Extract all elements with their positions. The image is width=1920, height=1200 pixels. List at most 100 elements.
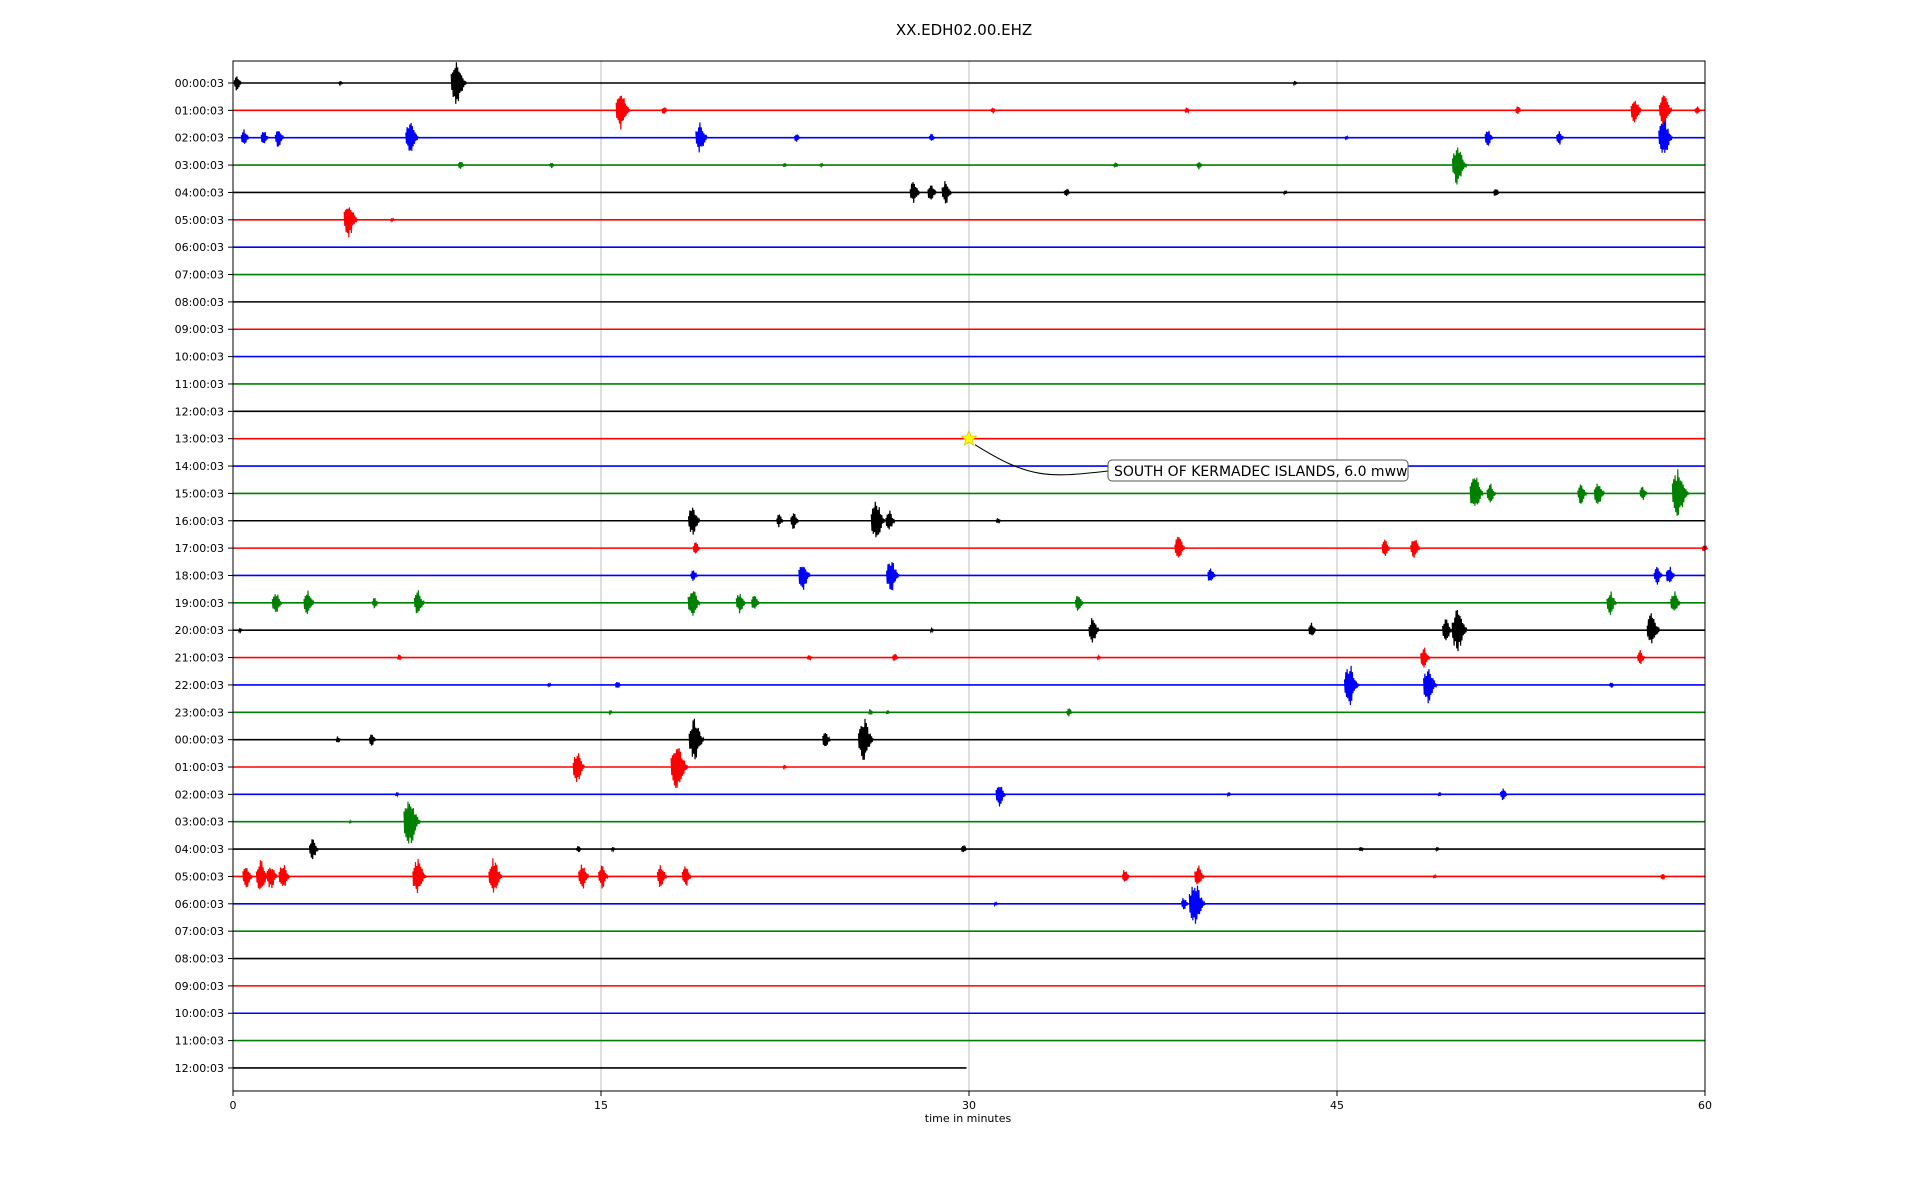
hour-label: 08:00:03 [175, 953, 224, 966]
seismic-burst [782, 162, 788, 168]
seismic-burst [396, 654, 403, 661]
seismic-burst [1658, 121, 1674, 153]
seismic-burst [405, 122, 419, 151]
seismic-burst [1174, 537, 1186, 558]
seismic-burst [1653, 566, 1664, 585]
hour-label: 19:00:03 [175, 597, 224, 610]
seismic-burst [1593, 483, 1606, 504]
hour-label: 09:00:03 [175, 323, 224, 336]
seismic-burst [1381, 539, 1391, 557]
seismic-burst [822, 733, 832, 747]
annotation-label: SOUTH OF KERMADEC ISLANDS, 6.0 mww [1114, 464, 1407, 480]
seismic-burst [909, 182, 921, 203]
seismic-burst [457, 161, 465, 169]
seismic-burst [1451, 147, 1468, 185]
seismic-burst [303, 590, 315, 615]
seismic-burst [614, 682, 622, 688]
seismic-burst [371, 597, 379, 609]
seismic-burst [1434, 846, 1440, 853]
x-axis-label: time in minutes [925, 1112, 1012, 1125]
hour-label: 02:00:03 [175, 132, 224, 145]
seismic-burst [819, 162, 825, 169]
seismic-burst [927, 185, 937, 200]
annotation-connector [974, 444, 1109, 476]
seismic-burst [1671, 469, 1690, 516]
seismic-burst [1451, 609, 1468, 652]
seismic-burst [1556, 131, 1565, 145]
seismic-burst [348, 819, 353, 824]
seismic-burst [1088, 618, 1100, 643]
x-tick-label: 45 [1330, 1099, 1344, 1112]
seismic-burst [735, 593, 746, 614]
hour-label: 12:00:03 [175, 405, 224, 418]
seismic-burst [255, 860, 269, 890]
seismic-burst [1292, 80, 1298, 87]
seismic-burst [233, 76, 243, 91]
seismic-burst [1694, 106, 1701, 114]
seismic-burst [1665, 566, 1676, 583]
seismic-burst [870, 501, 886, 538]
hour-label: 00:00:03 [175, 734, 224, 747]
seismic-burst [1437, 791, 1443, 797]
seismic-burst [1608, 682, 1615, 688]
seismic-burst [615, 95, 631, 130]
seismic-burst [661, 106, 668, 114]
hour-label: 15:00:03 [175, 487, 224, 500]
seismic-burst [412, 858, 427, 894]
seismic-burst [1096, 653, 1102, 661]
seismic-burst [806, 655, 813, 662]
seismic-burst [867, 709, 874, 716]
hour-label: 20:00:03 [175, 624, 224, 637]
seismic-burst [1121, 870, 1131, 882]
seismic-burst [1184, 107, 1191, 114]
hour-label: 13:00:03 [175, 433, 224, 446]
x-tick-label: 15 [594, 1099, 608, 1112]
seismic-burst [368, 734, 377, 746]
seismic-burst [1343, 665, 1360, 706]
seismic-burst [751, 595, 761, 609]
seismic-burst [1499, 788, 1508, 801]
event-star-marker [960, 429, 978, 447]
seismic-burst [688, 718, 705, 760]
hour-label: 05:00:03 [175, 870, 224, 883]
seismic-burst [656, 865, 668, 888]
seismic-burst [266, 867, 278, 889]
hour-label: 10:00:03 [175, 351, 224, 364]
hour-label: 04:00:03 [175, 843, 224, 856]
seismic-burst [798, 566, 811, 590]
seismic-burst [1113, 162, 1119, 168]
seismic-burst [687, 591, 701, 616]
hour-label: 07:00:03 [175, 269, 224, 282]
hour-label: 03:00:03 [175, 816, 224, 829]
seismic-burst [1423, 669, 1438, 704]
seismic-burst [1410, 540, 1421, 558]
seismic-burst [578, 864, 590, 889]
hour-label: 09:00:03 [175, 980, 224, 993]
seismic-burst [394, 791, 400, 798]
seismic-burst [1420, 647, 1431, 668]
seismic-burst [692, 542, 701, 554]
seismic-burst [782, 764, 788, 771]
hour-label: 17:00:03 [175, 542, 224, 555]
x-axis-ticks: 0 15 30 45 60 [230, 1091, 1712, 1112]
axes-frame [232, 60, 1706, 1092]
seismic-burst [776, 514, 784, 528]
seismic-burst [670, 748, 689, 789]
hour-label: 08:00:03 [175, 296, 224, 309]
seismic-burst [546, 682, 552, 688]
seismic-burst [1660, 874, 1667, 880]
annotation-group: SOUTH OF KERMADEC ISLANDS, 6.0 mww [960, 429, 1409, 482]
seismic-burst [1358, 847, 1365, 852]
seismic-burst [1639, 486, 1648, 500]
seismic-burst [1226, 791, 1232, 798]
hour-label: 14:00:03 [175, 460, 224, 473]
seismic-burst [572, 753, 586, 783]
hour-label: 06:00:03 [175, 241, 224, 254]
seismic-burst [450, 62, 467, 104]
hour-label: 04:00:03 [175, 186, 224, 199]
seismic-burst [1637, 649, 1646, 665]
seismic-burst [681, 866, 692, 886]
seismic-burst [237, 627, 243, 635]
annotation-box [1107, 459, 1409, 482]
